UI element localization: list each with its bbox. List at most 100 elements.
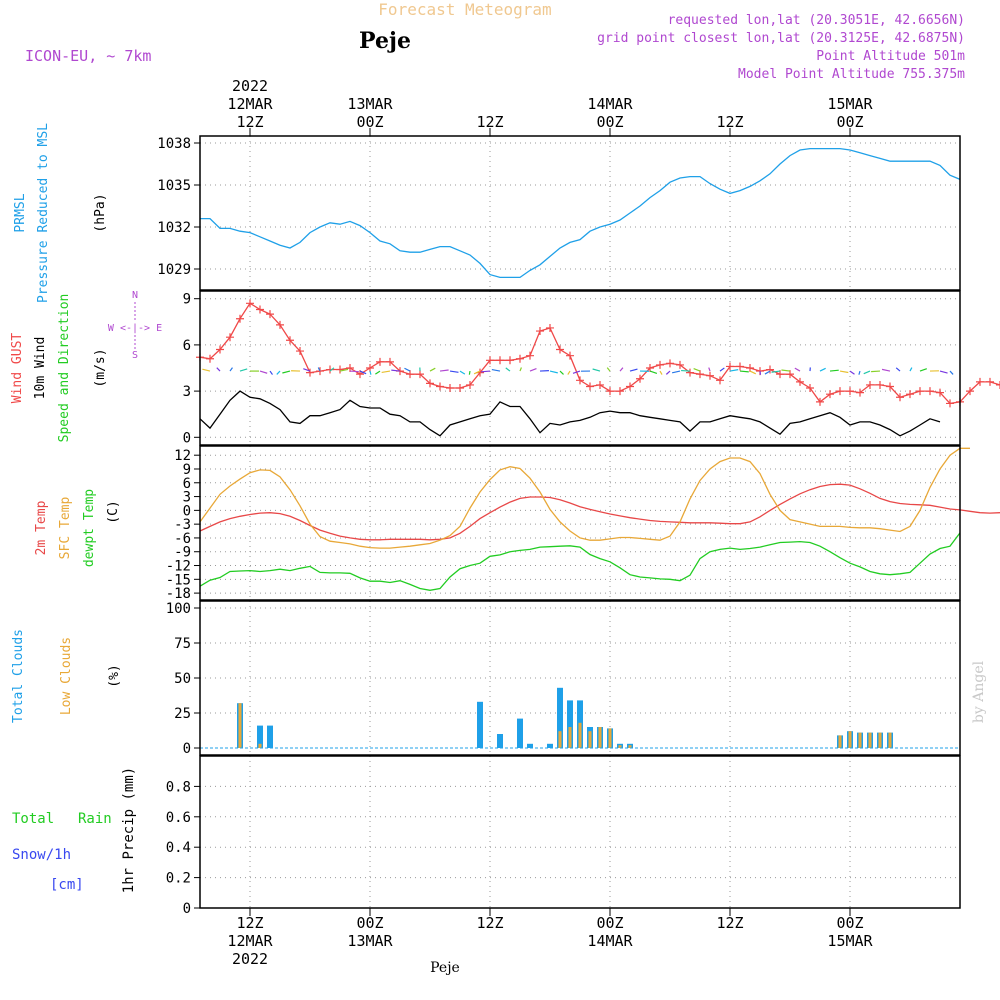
gust-marker [906, 390, 914, 399]
cloud-bar-low [608, 728, 612, 748]
ytick-label: 9 [183, 462, 191, 478]
wind-arrow [381, 370, 391, 374]
clouds-unit: (%) [107, 664, 122, 687]
temp-sfc-label: SFC Temp [58, 497, 73, 560]
wind-labels: Wind GUST 10m Wind Speed and Direction (… [10, 290, 162, 442]
wind-arrow [895, 367, 901, 372]
gust-marker [586, 382, 594, 391]
series-line-prmsl [200, 147, 961, 279]
gust-marker [876, 380, 884, 389]
gust-marker [866, 380, 874, 389]
ytick-label: -15 [166, 572, 191, 588]
series-line-sfc-temp [199, 447, 970, 549]
footer-station: Peje [430, 960, 460, 976]
gust-marker [386, 357, 394, 366]
wind-arrow [349, 370, 359, 373]
gust-marker [626, 382, 634, 391]
gust-marker [836, 387, 844, 396]
gust-marker [286, 336, 294, 345]
ytick-label: 50 [174, 671, 191, 687]
wind-arrow [849, 370, 855, 375]
wind-arrow [429, 367, 436, 372]
cloud-bar-total [547, 743, 553, 748]
gust-marker [266, 310, 274, 319]
gust-marker [936, 388, 944, 397]
wind-arrow [829, 369, 839, 372]
wind-arrow [619, 367, 624, 372]
series-line-wind-gust [199, 302, 1000, 405]
ytick-label: 1029 [157, 262, 191, 278]
gust-marker [946, 399, 954, 408]
ytick-label: 0 [183, 503, 191, 519]
wind-arrow [794, 367, 801, 372]
wind-arrow [649, 370, 658, 374]
temp-unit: (C) [106, 500, 121, 523]
ytick-label: 1035 [157, 178, 191, 194]
cloud-bar-low [558, 731, 562, 748]
wind-arrow [468, 370, 471, 375]
gust-marker [796, 377, 804, 386]
wind-10m-label: 10m Wind [33, 337, 48, 400]
wind-arrow [858, 370, 861, 375]
gust-marker [716, 376, 724, 385]
gust-marker [206, 354, 214, 363]
gust-marker [226, 333, 234, 342]
panel-frame [199, 445, 961, 601]
top-time-label: 15MAR [827, 95, 873, 113]
cloud-bar-total [477, 701, 483, 748]
wind-arrow [202, 368, 211, 372]
bottom-time-label: 13MAR [347, 932, 393, 950]
gust-marker [606, 387, 614, 396]
gust-marker [486, 356, 494, 365]
gust-marker [696, 370, 704, 379]
bottom-time-label: 12Z [716, 914, 743, 932]
panel-frame [199, 135, 961, 291]
ytick-label: 9 [183, 292, 191, 308]
top-time-label: 00Z [356, 113, 383, 131]
gust-marker [636, 374, 644, 383]
cloud-bar-total [527, 743, 533, 748]
gust-marker [576, 376, 584, 385]
cloud-bar-low [598, 727, 602, 748]
ytick-label: 3 [183, 490, 191, 506]
wind-arrow [339, 368, 349, 372]
gust-marker [446, 384, 454, 393]
bottom-time-label: 00Z [836, 914, 863, 932]
top-time-label: 00Z [596, 113, 623, 131]
ytick-label: -9 [174, 545, 191, 561]
panel-wind: 0 3 6 9 [183, 290, 1000, 446]
ytick-label: -6 [174, 531, 191, 547]
wind-arrow [216, 367, 221, 372]
ytick-label: -12 [166, 559, 191, 575]
cloud-bar-low [588, 731, 592, 748]
wind-arrow [839, 370, 849, 374]
snow-label: Snow/1h [12, 847, 71, 863]
cloud-bar-low [848, 731, 852, 748]
gust-marker [916, 387, 924, 396]
wind-arrow [665, 370, 671, 375]
pressure-reduced-label: Pressure Reduced to MSL [36, 123, 51, 303]
compass-south: S [132, 350, 138, 361]
bottom-time-label: 12Z [476, 914, 503, 932]
wind-arrow [229, 367, 233, 372]
ytick-label: 0 [183, 741, 191, 757]
prmsl-label: PRMSL [13, 193, 28, 232]
gust-marker [806, 384, 814, 393]
gust-marker [216, 345, 224, 354]
gust-marker [926, 387, 934, 396]
wind-arrow [771, 370, 781, 373]
gust-marker [526, 351, 534, 360]
gust-marker [666, 359, 674, 368]
top-time-label: 2022 [232, 77, 268, 95]
ytick-label: 0.8 [166, 779, 191, 795]
wind-arrow [269, 370, 273, 375]
pressure-labels: PRMSL Pressure Reduced to MSL (hPa) [13, 123, 108, 303]
ytick-label: 3 [183, 384, 191, 400]
cloud-bar-low [258, 743, 262, 748]
total-rain-label: Total [12, 811, 54, 827]
bottom-time-label: 00Z [356, 914, 383, 932]
cloud-bar-total [517, 718, 523, 748]
compass-north: N [132, 290, 138, 301]
